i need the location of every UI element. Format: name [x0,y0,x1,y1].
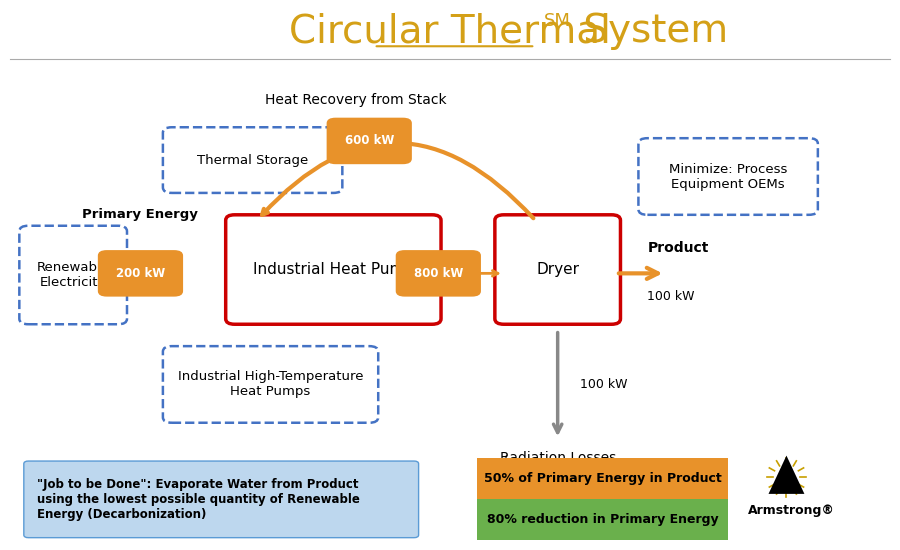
Text: Minimize: Process
Equipment OEMs: Minimize: Process Equipment OEMs [669,162,788,190]
Text: Renewable
Electricity: Renewable Electricity [37,261,110,289]
Text: 600 kW: 600 kW [345,134,394,147]
Text: Heat Recovery from Stack: Heat Recovery from Stack [265,93,446,107]
FancyBboxPatch shape [495,215,620,324]
FancyBboxPatch shape [19,226,127,324]
Text: 200 kW: 200 kW [116,267,165,280]
FancyBboxPatch shape [163,127,342,193]
FancyBboxPatch shape [327,118,412,164]
Text: Circular Thermal: Circular Thermal [289,13,611,51]
FancyBboxPatch shape [163,346,378,423]
FancyBboxPatch shape [396,250,481,296]
Text: SM: SM [544,12,572,30]
Text: 80% reduction in Primary Energy: 80% reduction in Primary Energy [487,513,718,526]
Text: 50% of Primary Energy in Product: 50% of Primary Energy in Product [483,472,722,485]
Text: Radiation Losses: Radiation Losses [500,452,616,465]
FancyBboxPatch shape [23,461,418,538]
Text: Thermal Storage: Thermal Storage [197,153,308,167]
Text: 800 kW: 800 kW [414,267,463,280]
FancyBboxPatch shape [638,138,818,215]
Text: Industrial High-Temperature
Heat Pumps: Industrial High-Temperature Heat Pumps [178,371,364,398]
Text: 100 kW: 100 kW [647,290,695,304]
Text: System: System [572,13,728,51]
FancyBboxPatch shape [477,499,728,541]
Text: Industrial Heat Pump: Industrial Heat Pump [253,262,414,277]
FancyBboxPatch shape [226,215,441,324]
Text: Armstrong®: Armstrong® [748,504,834,517]
Polygon shape [769,455,805,494]
FancyBboxPatch shape [477,458,728,499]
FancyBboxPatch shape [98,250,183,296]
Text: "Job to be Done": Evaporate Water from Product
using the lowest possible quantit: "Job to be Done": Evaporate Water from P… [37,478,360,521]
Text: 100 kW: 100 kW [580,378,627,391]
Text: Product: Product [647,241,709,255]
Text: Dryer: Dryer [536,262,580,277]
Text: Primary Energy: Primary Energy [82,208,198,221]
